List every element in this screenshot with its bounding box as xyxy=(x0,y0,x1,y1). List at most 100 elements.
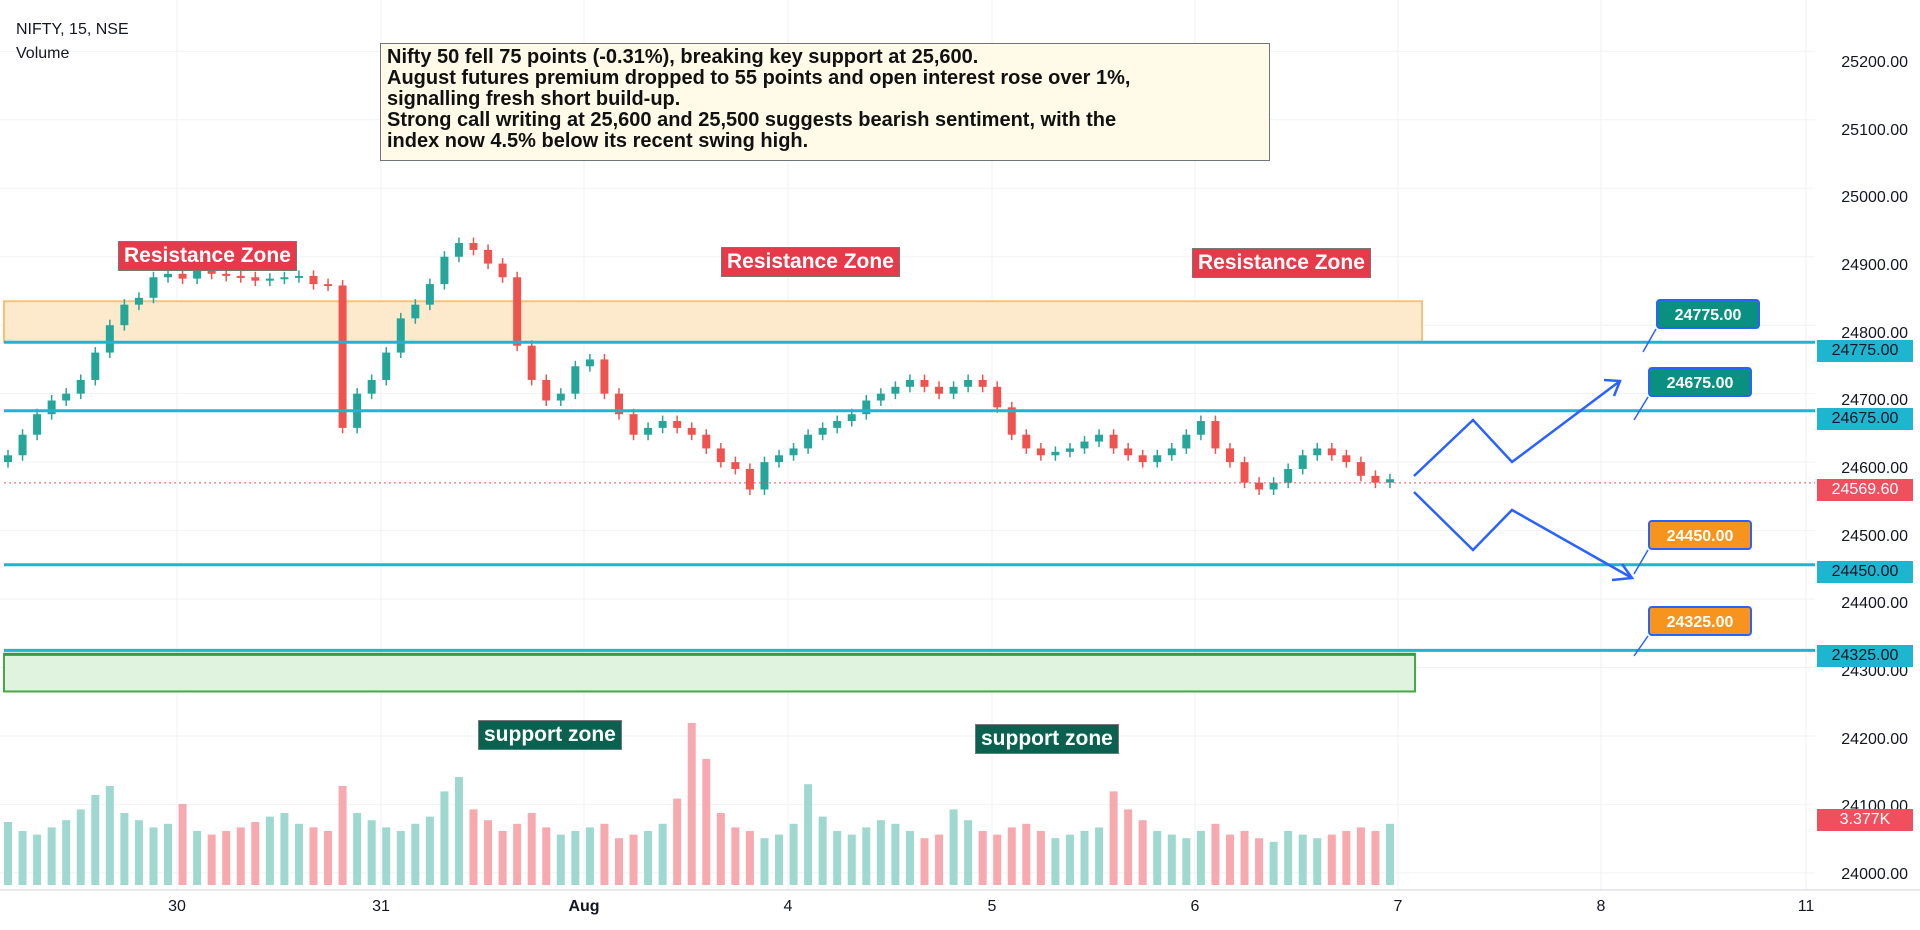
volume-bar xyxy=(1036,831,1045,885)
candle-body xyxy=(294,275,303,278)
support-zone-label[interactable]: support zone xyxy=(478,720,622,750)
candle-body xyxy=(1386,479,1394,483)
candle-body xyxy=(1327,448,1336,456)
candle-body xyxy=(382,352,391,380)
candle-body xyxy=(18,434,27,456)
volume-bar xyxy=(818,816,827,885)
candle-body xyxy=(949,386,958,394)
candle-body xyxy=(338,285,347,428)
y-tick: 24200.00 xyxy=(1841,731,1908,748)
resistance-zone-label[interactable]: Resistance Zone xyxy=(721,247,900,277)
volume-bar xyxy=(280,813,289,885)
candle-body xyxy=(1080,441,1089,449)
symbol-label[interactable]: NIFTY, 15, NSE xyxy=(16,21,129,38)
last-volume-tag: 3.377K xyxy=(1817,809,1913,831)
candle-body xyxy=(745,468,754,490)
candle-body xyxy=(804,434,813,449)
candle-body xyxy=(396,318,405,353)
volume-bar xyxy=(1051,838,1060,885)
bullish-projection-arrow xyxy=(1413,380,1621,477)
candle-body xyxy=(1036,448,1045,456)
volume-bar xyxy=(687,723,696,885)
volume-bar xyxy=(1095,827,1104,885)
candle-body xyxy=(469,243,478,250)
price-callout-24675[interactable]: 24675.00 xyxy=(1648,367,1752,397)
candle-body xyxy=(658,421,667,428)
volume-bar xyxy=(1196,831,1205,885)
volume-bar xyxy=(309,827,318,885)
candle-body xyxy=(440,256,449,285)
candle-body xyxy=(775,455,784,463)
news-line: signalling fresh short build-up. xyxy=(387,88,681,110)
candle-body xyxy=(891,386,900,394)
x-tick: 30 xyxy=(168,898,186,915)
volume-bar xyxy=(1138,820,1147,885)
candle-body xyxy=(484,249,493,264)
volume-bar xyxy=(484,820,493,885)
volume-bar xyxy=(4,822,12,885)
candle-body xyxy=(222,273,231,276)
candle-body xyxy=(1109,434,1118,449)
volume-bar xyxy=(1153,831,1162,885)
candle-body xyxy=(527,345,536,380)
candle-body xyxy=(905,379,914,387)
candle-body xyxy=(1240,462,1249,483)
volume-bar xyxy=(47,827,56,885)
candle-body xyxy=(207,270,216,274)
candle-body xyxy=(62,393,71,401)
volume-bar xyxy=(91,795,100,885)
volume-indicator-label[interactable]: Volume xyxy=(16,45,70,62)
price-callout-24325[interactable]: 24325.00 xyxy=(1648,606,1752,636)
candle-body xyxy=(1167,448,1176,456)
candle-body xyxy=(673,421,682,428)
volume-bar xyxy=(731,827,740,885)
volume-bar xyxy=(338,786,347,885)
candle-body xyxy=(862,400,871,415)
volume-bar xyxy=(498,831,507,885)
candle-body xyxy=(1269,482,1278,490)
x-tick: 11 xyxy=(1797,898,1815,915)
candle-body xyxy=(513,277,522,346)
volume-bar xyxy=(614,838,623,885)
y-tick: 25100.00 xyxy=(1841,122,1908,139)
callout-pointer xyxy=(1633,549,1649,575)
price-callout-24775[interactable]: 24775.00 xyxy=(1656,299,1760,329)
volume-bar xyxy=(105,786,114,885)
candle-body xyxy=(585,359,594,367)
volume-bar xyxy=(1269,841,1278,885)
candle-body xyxy=(367,379,376,394)
volume-bar xyxy=(1211,823,1220,885)
volume-bar xyxy=(600,823,609,885)
news-annotation[interactable]: Nifty 50 fell 75 points (-0.31%), breaki… xyxy=(380,43,1270,161)
resistance-zone-label[interactable]: Resistance Zone xyxy=(118,241,297,271)
price-callout-24450[interactable]: 24450.00 xyxy=(1648,520,1752,550)
resistance-zone-band xyxy=(3,300,1423,344)
arrowhead xyxy=(1603,378,1622,397)
volume-bar xyxy=(1371,831,1380,885)
volume-bar xyxy=(978,831,987,885)
candle-body xyxy=(1153,455,1162,463)
volume-bar xyxy=(1022,823,1031,885)
candle-body xyxy=(33,414,42,435)
candle-body xyxy=(687,427,696,435)
candle-body xyxy=(731,462,740,469)
volume-bar xyxy=(1065,834,1074,885)
support-zone-label[interactable]: support zone xyxy=(975,724,1119,754)
x-tick: 31 xyxy=(372,898,390,915)
news-line: Strong call writing at 25,600 and 25,500… xyxy=(387,109,1117,131)
candle-body xyxy=(1356,462,1365,476)
price-tag-24775: 24775.00 xyxy=(1817,340,1913,362)
volume-bar xyxy=(1284,831,1293,885)
price-tag-24675: 24675.00 xyxy=(1817,408,1913,430)
callout-pointer xyxy=(1633,635,1649,657)
volume-bar xyxy=(1327,834,1336,885)
callout-pointer xyxy=(1642,328,1657,353)
volume-bar xyxy=(1225,834,1234,885)
bearish-projection-arrow xyxy=(1413,491,1633,580)
resistance-zone-label[interactable]: Resistance Zone xyxy=(1192,248,1371,278)
candle-body xyxy=(1065,448,1074,452)
y-tick: 24700.00 xyxy=(1841,392,1908,409)
candle-body xyxy=(847,414,856,422)
support-zone-band xyxy=(3,652,1416,693)
candle-body xyxy=(193,270,202,279)
